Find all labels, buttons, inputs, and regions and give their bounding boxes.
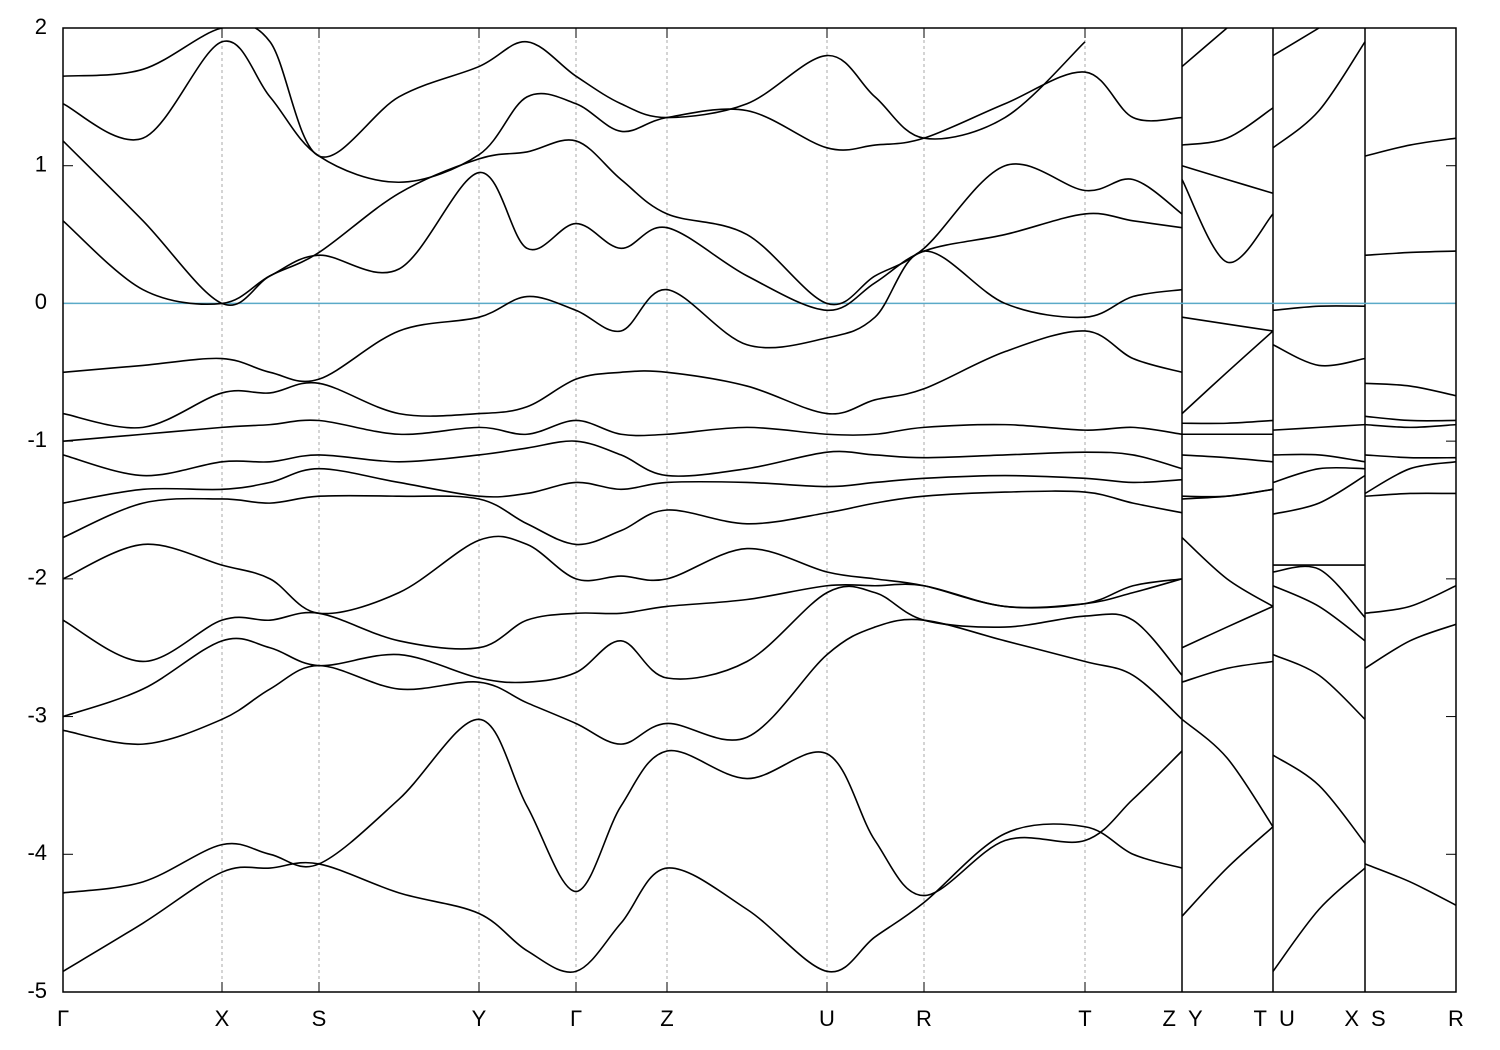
band [63,423,1456,546]
band [63,623,1456,897]
y-tick-label: 2 [35,14,47,39]
x-tick-label: R [1448,1006,1464,1031]
x-tick-label: S [1371,1006,1386,1031]
band [63,41,1366,312]
band [63,250,1366,383]
x-tick-label: X [1344,1006,1359,1031]
band [63,823,1456,973]
y-tick-label: -5 [27,978,47,1003]
band [63,585,1456,746]
x-tick-label: Γ [57,1006,69,1031]
x-tick-label: X [215,1006,230,1031]
band [63,250,1456,442]
band [63,454,1456,615]
band [63,461,1456,663]
y-tick-label: 1 [35,152,47,177]
x-tick-label: Z [1163,1006,1176,1031]
y-tick-label: 0 [35,289,47,314]
x-tick-label: Γ [570,1006,582,1031]
x-tick-label: S [312,1006,327,1031]
band [63,28,1320,306]
band [63,40,1274,184]
band [63,382,1456,477]
x-tick-label: Y [472,1006,487,1031]
x-tick-label: Y [1188,1006,1203,1031]
x-tick-label: U [1279,1006,1295,1031]
x-tick-label: Z [660,1006,673,1031]
band [63,492,1456,718]
x-tick-label: T [1078,1006,1091,1031]
y-tick-label: -2 [27,565,47,590]
x-tick-label: U [819,1006,835,1031]
x-tick-label: T [1254,1006,1267,1031]
band [63,28,1228,158]
x-tick-label: R [916,1006,932,1031]
y-tick-label: -1 [27,427,47,452]
y-tick-label: -3 [27,702,47,727]
band [63,415,1456,504]
y-tick-label: -4 [27,840,47,865]
band [63,137,1456,429]
plot-frame [62,27,1457,993]
